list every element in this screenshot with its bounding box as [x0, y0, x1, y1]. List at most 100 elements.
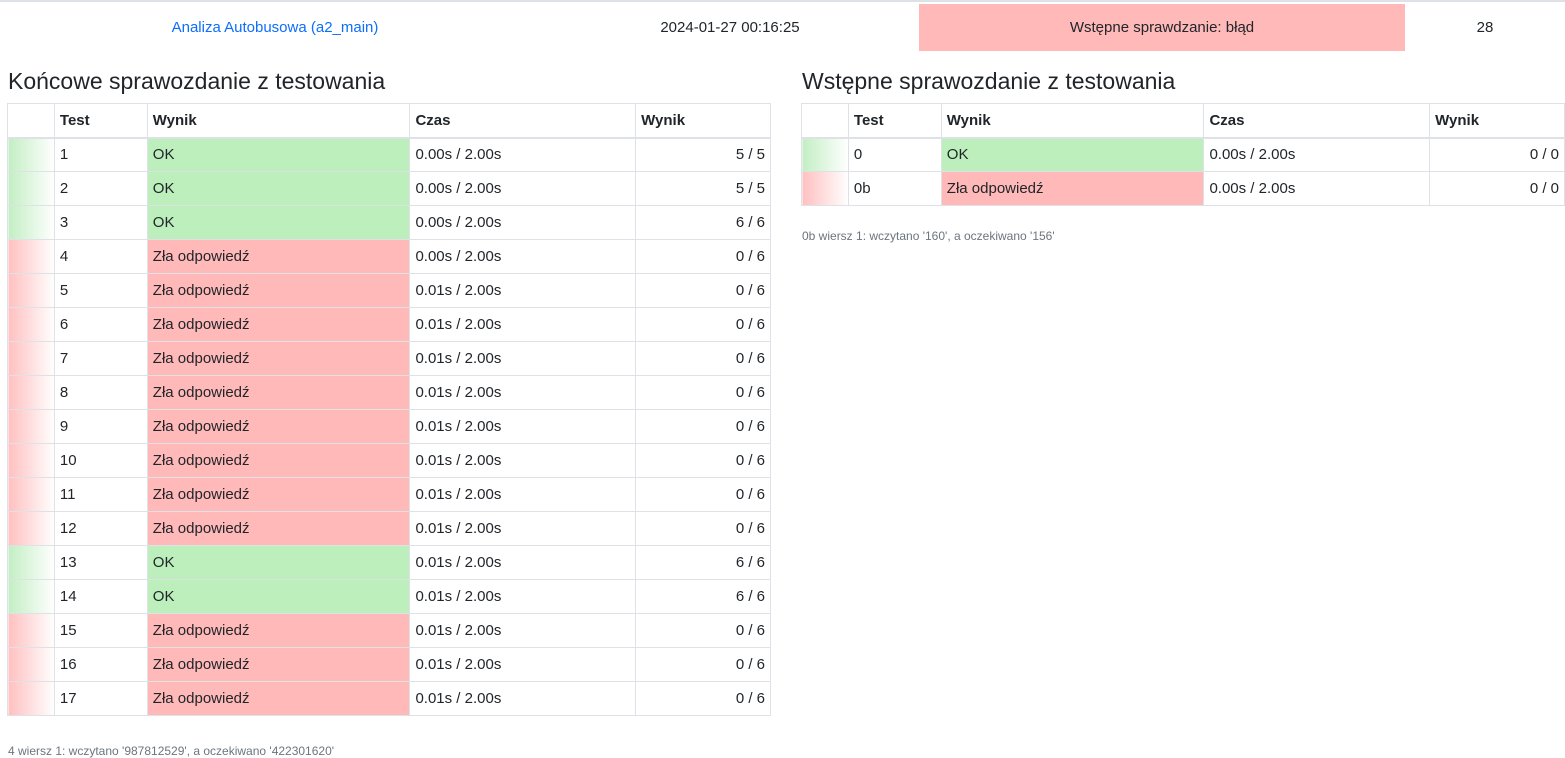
- status-marker-header: [801, 103, 849, 139]
- status-marker: [801, 137, 849, 172]
- result-cell: Zła odpowiedź: [146, 613, 411, 648]
- score-cell: 6 / 6: [635, 205, 771, 240]
- score-cell: 0 / 6: [635, 681, 771, 716]
- score-cell: 5 / 5: [635, 137, 771, 172]
- test-id-cell: 3: [53, 205, 148, 240]
- result-cell: OK: [146, 205, 411, 240]
- score-cell: 0 / 6: [635, 613, 771, 648]
- table-row: 4 Zła odpowiedź 0.00s / 2.00s 0 / 6: [7, 239, 771, 274]
- status-marker: [7, 613, 55, 648]
- table-row: 14 OK 0.01s / 2.00s 6 / 6: [7, 579, 771, 614]
- result-cell: OK: [146, 579, 411, 614]
- test-id-cell: 1: [53, 137, 148, 172]
- test-id-cell: 15: [53, 613, 148, 648]
- status-marker: [7, 205, 55, 240]
- test-id-cell: 4: [53, 239, 148, 274]
- result-cell: OK: [146, 137, 411, 172]
- test-id-cell: 13: [53, 545, 148, 580]
- result-cell: Zła odpowiedź: [146, 477, 411, 512]
- time-cell: 0.01s / 2.00s: [409, 307, 637, 342]
- score-cell: 0 / 6: [635, 341, 771, 376]
- status-marker: [7, 477, 55, 512]
- time-cell: 0.01s / 2.00s: [409, 375, 637, 410]
- result-cell: OK: [146, 545, 411, 580]
- score-cell: 0 / 6: [635, 307, 771, 342]
- score-cell: 0 / 0: [1429, 171, 1565, 206]
- score-cell: 0 / 6: [635, 511, 771, 546]
- table-row: 13 OK 0.01s / 2.00s 6 / 6: [7, 545, 771, 580]
- score-cell: 0 / 6: [635, 409, 771, 444]
- score-cell: 0 / 6: [635, 477, 771, 512]
- test-id-cell: 2: [53, 171, 148, 206]
- time-cell: 0.01s / 2.00s: [409, 647, 637, 682]
- result-column-header: Wynik: [146, 103, 411, 139]
- score-cell: 6 / 6: [635, 545, 771, 580]
- time-column-header: Czas: [409, 103, 637, 139]
- test-id-cell: 17: [53, 681, 148, 716]
- submission-status: Wstępne sprawdzanie: błąd: [919, 4, 1405, 51]
- status-marker: [7, 171, 55, 206]
- score-cell: 0 / 6: [635, 375, 771, 410]
- status-marker-header: [7, 103, 55, 139]
- result-cell: Zła odpowiedź: [146, 239, 411, 274]
- result-cell: Zła odpowiedź: [146, 647, 411, 682]
- table-row: 1 OK 0.00s / 2.00s 5 / 5: [7, 137, 771, 172]
- table-row: 9 Zła odpowiedź 0.01s / 2.00s 0 / 6: [7, 409, 771, 444]
- submission-score: 28: [1476, 19, 1494, 36]
- result-cell: Zła odpowiedź: [146, 681, 411, 716]
- time-cell: 0.01s / 2.00s: [409, 545, 637, 580]
- test-id-cell: 12: [53, 511, 148, 546]
- time-cell: 0.01s / 2.00s: [409, 579, 637, 614]
- test-id-cell: 14: [53, 579, 148, 614]
- time-cell: 0.01s / 2.00s: [409, 511, 637, 546]
- status-marker: [7, 307, 55, 342]
- test-id-cell: 0b: [847, 171, 942, 206]
- score-cell: 0 / 0: [1429, 137, 1565, 172]
- status-marker: [7, 375, 55, 410]
- table-row: 16 Zła odpowiedź 0.01s / 2.00s 0 / 6: [7, 647, 771, 682]
- test-id-cell: 10: [53, 443, 148, 478]
- status-marker: [7, 545, 55, 580]
- test-id-cell: 5: [53, 273, 148, 308]
- time-cell: 0.01s / 2.00s: [409, 681, 637, 716]
- final-report-table: Test Wynik Czas Wynik 1 OK 0.00s / 2.00s 5 …: [7, 103, 771, 716]
- submission-date: 2024-01-27 00:16:25: [660, 19, 800, 36]
- table-row: 12 Zła odpowiedź 0.01s / 2.00s 0 / 6: [7, 511, 771, 546]
- time-cell: 0.01s / 2.00s: [409, 443, 637, 478]
- status-marker: [7, 443, 55, 478]
- result-cell: Zła odpowiedź: [146, 409, 411, 444]
- table-row: 10 Zła odpowiedź 0.01s / 2.00s 0 / 6: [7, 443, 771, 478]
- table-header-row: Test Wynik Czas Wynik: [801, 103, 1565, 139]
- problem-name-link[interactable]: Analiza Autobusowa (a2_main): [171, 19, 379, 36]
- score-cell: 0 / 6: [635, 443, 771, 478]
- time-cell: 0.01s / 2.00s: [409, 341, 637, 376]
- final-report-title: Końcowe sprawozdanie z testowania: [8, 68, 386, 94]
- result-cell: OK: [940, 137, 1205, 172]
- table-row: 2 OK 0.00s / 2.00s 5 / 5: [7, 171, 771, 206]
- status-marker: [7, 647, 55, 682]
- time-cell: 0.00s / 2.00s: [409, 137, 637, 172]
- initial-report-note: 0b wiersz 1: wczytano '160', a oczekiwan…: [802, 229, 1055, 243]
- status-marker: [7, 341, 55, 376]
- initial-report-table: Test Wynik Czas Wynik 0 OK 0.00s / 2.00s 0 …: [801, 103, 1565, 206]
- initial-report-title: Wstępne sprawozdanie z testowania: [802, 68, 1176, 94]
- status-marker: [7, 681, 55, 716]
- score-cell: 0 / 6: [635, 647, 771, 682]
- table-row: 8 Zła odpowiedź 0.01s / 2.00s 0 / 6: [7, 375, 771, 410]
- result-cell: Zła odpowiedź: [146, 273, 411, 308]
- table-row: 0 OK 0.00s / 2.00s 0 / 0: [801, 137, 1565, 172]
- test-id-cell: 0: [847, 137, 942, 172]
- status-marker: [801, 171, 849, 206]
- table-row: 11 Zła odpowiedź 0.01s / 2.00s 0 / 6: [7, 477, 771, 512]
- test-id-cell: 6: [53, 307, 148, 342]
- status-marker: [7, 409, 55, 444]
- time-cell: 0.00s / 2.00s: [409, 205, 637, 240]
- result-cell: Zła odpowiedź: [146, 341, 411, 376]
- result-column-header: Wynik: [940, 103, 1205, 139]
- time-cell: 0.01s / 2.00s: [409, 273, 637, 308]
- test-id-cell: 7: [53, 341, 148, 376]
- time-cell: 0.01s / 2.00s: [409, 613, 637, 648]
- test-column-header: Test: [53, 103, 148, 139]
- result-cell: Zła odpowiedź: [146, 443, 411, 478]
- time-column-header: Czas: [1203, 103, 1431, 139]
